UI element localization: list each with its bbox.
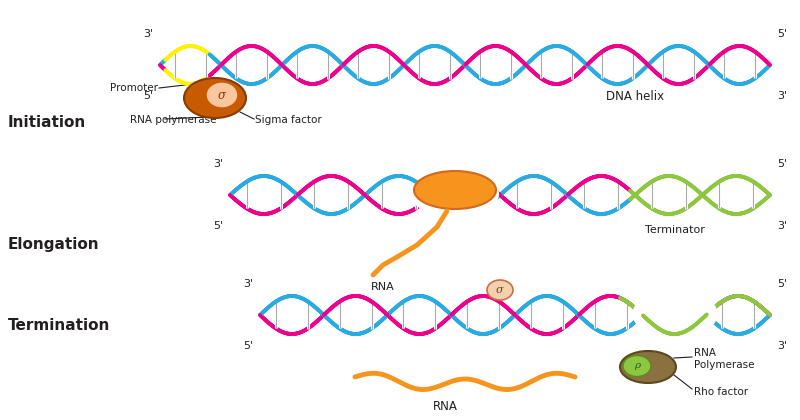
Text: σ: σ xyxy=(496,285,504,295)
Text: Rho factor: Rho factor xyxy=(694,387,748,397)
Text: Terminator: Terminator xyxy=(645,225,705,235)
Text: Elongation: Elongation xyxy=(8,237,100,252)
Ellipse shape xyxy=(206,82,238,108)
Text: ρ: ρ xyxy=(634,362,640,370)
Text: 3': 3' xyxy=(143,29,153,39)
Ellipse shape xyxy=(633,289,718,339)
Text: σ: σ xyxy=(218,89,226,102)
Ellipse shape xyxy=(487,280,513,300)
Text: Termination: Termination xyxy=(8,318,110,333)
Text: 5': 5' xyxy=(777,29,787,39)
Text: 5': 5' xyxy=(777,159,787,169)
Text: Promoter: Promoter xyxy=(110,83,158,93)
Ellipse shape xyxy=(414,171,496,209)
Text: RNA
Polymerase: RNA Polymerase xyxy=(694,348,754,370)
Text: RNA: RNA xyxy=(371,282,395,292)
Text: DNA helix: DNA helix xyxy=(606,90,664,103)
Text: RNA: RNA xyxy=(433,400,458,413)
Text: Initiation: Initiation xyxy=(8,115,86,130)
Ellipse shape xyxy=(184,78,246,118)
Text: 5': 5' xyxy=(213,221,223,231)
Text: 5': 5' xyxy=(243,341,253,351)
Text: 3': 3' xyxy=(777,341,787,351)
Text: 3': 3' xyxy=(243,279,253,289)
Text: RNA polymerase: RNA polymerase xyxy=(130,115,217,125)
Text: 5': 5' xyxy=(777,279,787,289)
Ellipse shape xyxy=(623,355,651,376)
Text: Sigma factor: Sigma factor xyxy=(255,115,322,125)
Text: 3': 3' xyxy=(213,159,223,169)
Text: 3': 3' xyxy=(777,221,787,231)
Ellipse shape xyxy=(620,351,676,383)
Ellipse shape xyxy=(411,170,499,218)
Text: 3': 3' xyxy=(777,91,787,101)
Text: 5': 5' xyxy=(143,91,153,101)
